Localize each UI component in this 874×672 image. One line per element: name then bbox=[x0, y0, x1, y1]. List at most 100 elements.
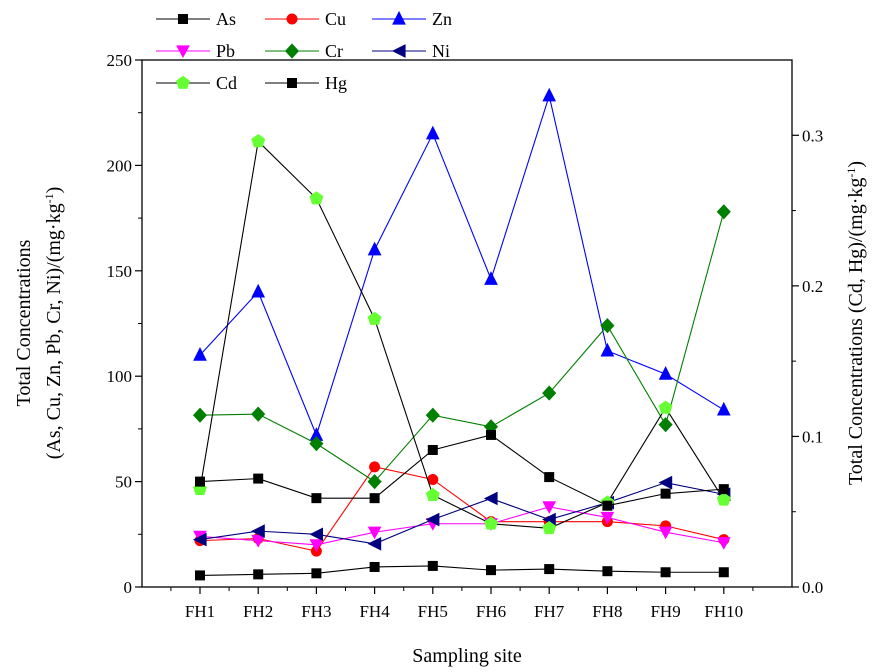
data-point-pb bbox=[716, 537, 731, 550]
plot-frame bbox=[141, 59, 793, 588]
legend-marker bbox=[176, 45, 190, 59]
data-point-zn bbox=[716, 401, 731, 416]
data-point-ni bbox=[425, 512, 440, 527]
data-point-cr bbox=[192, 407, 208, 423]
data-point-cr bbox=[542, 385, 557, 401]
data-point-pb bbox=[658, 526, 673, 540]
series-line-cr bbox=[199, 211, 725, 483]
series-cr bbox=[192, 204, 731, 490]
data-point-cr bbox=[367, 474, 382, 490]
data-point-hg bbox=[253, 473, 264, 484]
data-point-zn bbox=[367, 241, 382, 256]
legend-label: Cd bbox=[216, 73, 237, 93]
data-point-hg bbox=[369, 493, 380, 504]
left-tick-label: 100 bbox=[107, 367, 133, 386]
left-axis-title-line2: (As, Cu, Zn, Pb, Cr, Ni)/(mg·kg-1) bbox=[42, 187, 65, 460]
data-point-hg bbox=[602, 500, 613, 511]
data-point-cd bbox=[367, 311, 382, 325]
left-tick-label: 200 bbox=[107, 156, 133, 175]
right-tick-label: 0.3 bbox=[802, 126, 823, 145]
data-point-zn bbox=[600, 342, 615, 357]
data-point-cd bbox=[425, 487, 440, 502]
data-point-cu bbox=[369, 461, 381, 473]
data-point-zn bbox=[658, 365, 673, 380]
legend-marker bbox=[286, 13, 298, 25]
data-point-ni bbox=[251, 524, 265, 538]
x-tick-label: FH2 bbox=[243, 602, 273, 621]
left-tick-label: 250 bbox=[107, 51, 133, 70]
data-point-cd bbox=[251, 134, 266, 148]
data-point-cd bbox=[658, 400, 673, 414]
legend-label: Pb bbox=[216, 41, 235, 61]
x-tick-label: FH9 bbox=[650, 602, 680, 621]
right-tick-label: 0.2 bbox=[802, 277, 823, 296]
legend-marker bbox=[391, 44, 406, 58]
data-point-hg bbox=[427, 444, 438, 455]
data-point-ni bbox=[309, 527, 324, 542]
data-point-cr bbox=[425, 407, 440, 423]
legend: As Cu Zn Pb Cr Ni Cd Hg bbox=[156, 9, 452, 93]
legend-label: Cr bbox=[325, 41, 343, 61]
data-point-hg bbox=[718, 484, 729, 495]
data-point-hg bbox=[660, 488, 671, 499]
data-point-as bbox=[486, 565, 496, 576]
series-cd bbox=[193, 134, 731, 535]
legend-item-cu: Cu bbox=[265, 9, 346, 29]
left-axis-title-line1: Total Concentrations bbox=[13, 239, 35, 406]
data-point-cd bbox=[542, 520, 557, 535]
data-point-cu bbox=[427, 473, 439, 485]
right-tick-label: 0.0 bbox=[802, 578, 823, 597]
series-layer bbox=[192, 87, 731, 581]
data-point-cd bbox=[716, 492, 731, 506]
right-axis-title-text: Total Concentrations (Cd, Hg)/(mg·kg-1) bbox=[844, 161, 867, 485]
data-point-pb bbox=[367, 526, 382, 540]
legend-item-zn: Zn bbox=[372, 9, 452, 29]
data-point-hg bbox=[195, 476, 205, 487]
x-tick-label: FH10 bbox=[704, 602, 743, 621]
series-as bbox=[195, 560, 729, 581]
data-point-pb bbox=[600, 511, 615, 525]
legend-label: As bbox=[216, 9, 236, 29]
left-axis-title: Total Concentrations (As, Cu, Zn, Pb, Cr… bbox=[13, 187, 65, 460]
legend-label: Ni bbox=[432, 41, 450, 61]
data-point-ni bbox=[483, 491, 498, 506]
legend-item-ni: Ni bbox=[372, 41, 450, 61]
series-zn bbox=[193, 87, 731, 441]
series-ni bbox=[192, 475, 731, 551]
data-point-cr bbox=[251, 406, 266, 422]
series-line-cd bbox=[199, 140, 725, 529]
data-point-cd bbox=[484, 516, 498, 530]
data-point-as bbox=[544, 564, 555, 575]
series-line-as bbox=[199, 565, 724, 576]
x-tick-label: FH6 bbox=[476, 602, 506, 621]
data-point-ni bbox=[367, 536, 382, 551]
data-point-as bbox=[311, 568, 322, 579]
legend-marker bbox=[178, 14, 188, 24]
legend-label: Zn bbox=[432, 9, 452, 29]
x-tick-label: FH3 bbox=[301, 602, 331, 621]
data-point-cr bbox=[658, 417, 673, 433]
data-point-cr bbox=[716, 204, 731, 220]
data-point-as bbox=[427, 560, 438, 571]
data-point-hg bbox=[486, 429, 496, 440]
data-point-hg bbox=[311, 493, 322, 504]
data-point-zn bbox=[484, 271, 498, 285]
x-tick-label: FH7 bbox=[534, 602, 565, 621]
data-point-pb bbox=[309, 539, 324, 552]
series-hg bbox=[195, 429, 729, 511]
data-point-ni bbox=[192, 532, 207, 547]
right-tick-label: 0.1 bbox=[802, 427, 823, 446]
data-point-zn bbox=[542, 87, 557, 102]
series-line-zn bbox=[199, 93, 725, 437]
data-point-zn bbox=[193, 347, 207, 361]
right-axis-title: Total Concentrations (Cd, Hg)/(mg·kg-1) bbox=[844, 161, 867, 485]
data-point-pb bbox=[542, 501, 557, 514]
axes: 0 50 100 150 200 250 0.0 0.1 0.2 0.3 FH1 FH2 FH3 FH4 F… bbox=[107, 51, 824, 621]
left-tick-label: 0 bbox=[124, 578, 133, 597]
legend-marker bbox=[176, 75, 190, 89]
series-line-pb bbox=[199, 506, 724, 546]
legend-item-pb: Pb bbox=[156, 41, 235, 61]
legend-item-as: As bbox=[156, 9, 236, 29]
series-line-cu bbox=[199, 466, 724, 552]
left-tick-label: 150 bbox=[107, 262, 133, 281]
